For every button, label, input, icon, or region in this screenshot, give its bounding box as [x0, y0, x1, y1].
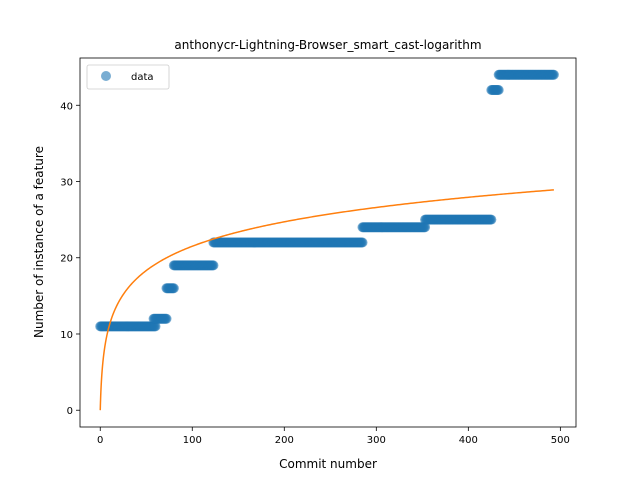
- plot-frame: [79, 57, 577, 428]
- data-point: [150, 321, 161, 332]
- plot-area: [79, 57, 577, 428]
- x-tick-label: 200: [275, 435, 294, 446]
- chart-title: anthonycr-Lightning-Browser_smart_cast-l…: [174, 38, 481, 52]
- legend-label-data: data: [131, 72, 154, 83]
- data-point: [208, 260, 219, 271]
- y-tick-label: 10: [60, 330, 73, 341]
- legend: data: [86, 64, 170, 90]
- data-point: [161, 313, 172, 324]
- data-point: [357, 237, 368, 248]
- x-tick-label: 100: [183, 435, 202, 446]
- y-tick-label: 0: [67, 406, 73, 417]
- data-point: [548, 69, 559, 80]
- y-axis: 0 10 20 30 40: [60, 101, 80, 417]
- legend-marker-data: [101, 71, 111, 81]
- x-tick-label: 300: [367, 435, 386, 446]
- y-axis-label: Number of instance of a feature: [32, 146, 46, 338]
- x-tick-label: 0: [97, 435, 103, 446]
- data-point: [493, 85, 504, 96]
- x-tick-label: 400: [459, 435, 478, 446]
- x-axis: 0 100 200 300 400 500: [97, 427, 570, 446]
- fit-line: [99, 189, 554, 411]
- y-tick-label: 30: [60, 178, 73, 189]
- data-point: [486, 214, 497, 225]
- data-point: [420, 222, 431, 233]
- legend-box: [86, 64, 170, 90]
- x-axis-label: Commit number: [279, 457, 377, 471]
- x-tick-label: 500: [551, 435, 570, 446]
- data-point: [168, 283, 179, 294]
- y-tick-label: 40: [60, 101, 73, 112]
- y-tick-label: 20: [60, 254, 73, 265]
